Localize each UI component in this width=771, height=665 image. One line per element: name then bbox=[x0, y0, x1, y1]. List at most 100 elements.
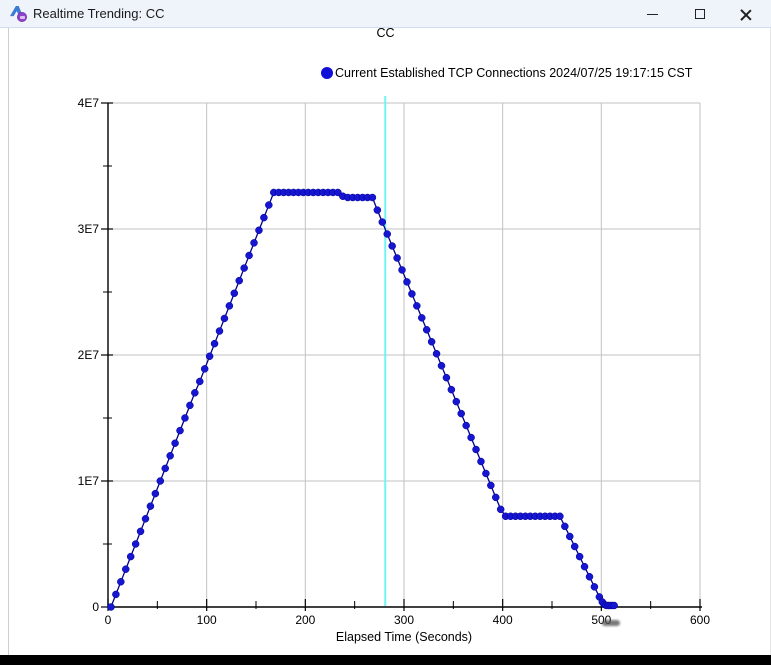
data-point bbox=[403, 278, 411, 286]
data-point bbox=[151, 489, 160, 498]
data-series bbox=[107, 188, 618, 611]
x-tick-label: 0 bbox=[105, 613, 112, 627]
data-point bbox=[215, 327, 224, 335]
data-point bbox=[393, 254, 401, 262]
data-point bbox=[141, 515, 150, 523]
data-point bbox=[556, 512, 564, 521]
data-point bbox=[161, 464, 169, 473]
data-point bbox=[408, 290, 416, 298]
y-tick-label: 3E7 bbox=[78, 222, 100, 236]
data-point bbox=[220, 314, 229, 323]
data-point bbox=[487, 481, 495, 490]
data-point bbox=[136, 527, 145, 536]
data-point bbox=[378, 218, 387, 226]
data-point bbox=[398, 266, 406, 274]
data-point bbox=[566, 532, 574, 541]
data-point bbox=[107, 603, 115, 611]
x-tick-label: 100 bbox=[197, 613, 217, 627]
data-point bbox=[457, 409, 465, 418]
legend-series-marker bbox=[321, 66, 333, 79]
data-point bbox=[240, 264, 248, 272]
data-point bbox=[477, 457, 485, 466]
chart-title: CC bbox=[376, 26, 395, 40]
maximize-icon bbox=[695, 9, 705, 19]
data-point bbox=[427, 338, 436, 346]
data-point bbox=[447, 385, 456, 394]
data-point bbox=[383, 230, 391, 238]
data-point bbox=[590, 583, 599, 591]
bottom-black-bar bbox=[0, 655, 771, 665]
x-tick-label: 600 bbox=[690, 613, 710, 627]
data-point bbox=[126, 552, 135, 561]
data-point bbox=[570, 542, 579, 551]
data-point bbox=[437, 361, 446, 370]
x-tick-label: 200 bbox=[295, 613, 315, 627]
data-point bbox=[117, 578, 125, 586]
data-point bbox=[373, 206, 382, 214]
data-point bbox=[250, 239, 258, 247]
data-point bbox=[496, 505, 505, 514]
y-tick-label: 1E7 bbox=[78, 474, 100, 488]
data-point bbox=[210, 339, 219, 348]
cursor-artifact bbox=[602, 620, 620, 626]
data-point bbox=[122, 565, 130, 573]
data-point bbox=[265, 201, 273, 209]
data-point bbox=[131, 540, 140, 548]
x-axis-title: Elapsed Time (Seconds) bbox=[335, 630, 473, 644]
data-point bbox=[260, 213, 268, 222]
y-tick-label: 0 bbox=[92, 600, 99, 614]
data-point bbox=[196, 377, 204, 386]
data-point bbox=[467, 433, 475, 442]
y-tick-label: 4E7 bbox=[78, 96, 100, 110]
grid-lines bbox=[108, 102, 701, 607]
x-tick-label: 300 bbox=[394, 613, 414, 627]
data-point bbox=[413, 302, 421, 310]
data-point bbox=[255, 226, 263, 235]
data-point bbox=[432, 349, 441, 358]
data-point bbox=[245, 251, 253, 260]
data-point bbox=[200, 365, 209, 373]
data-point bbox=[482, 469, 490, 478]
data-point bbox=[610, 601, 618, 610]
data-point bbox=[235, 276, 243, 285]
data-point bbox=[191, 389, 199, 397]
data-point bbox=[422, 326, 431, 334]
data-point bbox=[368, 193, 377, 202]
data-point bbox=[171, 439, 179, 447]
app-icon-orb bbox=[17, 12, 27, 22]
data-point bbox=[575, 552, 584, 561]
data-point bbox=[181, 414, 189, 422]
data-point bbox=[176, 426, 184, 435]
maximize-button[interactable] bbox=[684, 0, 716, 28]
data-point bbox=[230, 289, 239, 298]
data-point bbox=[205, 352, 214, 361]
legend-series-label: Current Established TCP Connections 2024… bbox=[335, 65, 693, 80]
data-point bbox=[452, 397, 461, 406]
data-point bbox=[186, 401, 194, 410]
data-point bbox=[112, 590, 120, 599]
window-title: Realtime Trending: CC bbox=[33, 6, 165, 21]
data-point bbox=[492, 493, 500, 502]
data-point bbox=[225, 302, 234, 310]
data-point bbox=[462, 421, 470, 430]
window-border-left bbox=[8, 28, 9, 655]
data-point bbox=[585, 573, 594, 581]
y-tick-label: 2E7 bbox=[78, 348, 100, 362]
data-point bbox=[166, 452, 174, 460]
app-icon[interactable] bbox=[10, 5, 27, 22]
data-point bbox=[418, 314, 426, 322]
data-point bbox=[472, 445, 480, 454]
window-titlebar: Realtime Trending: CC bbox=[0, 0, 771, 28]
data-point bbox=[334, 188, 342, 197]
data-point bbox=[442, 373, 451, 382]
data-point bbox=[561, 522, 569, 531]
minimize-button[interactable] bbox=[636, 0, 668, 28]
minimize-icon bbox=[646, 13, 658, 15]
data-point bbox=[146, 502, 155, 510]
x-tick-label: 400 bbox=[493, 613, 513, 627]
data-point bbox=[156, 477, 165, 485]
data-point bbox=[388, 242, 396, 250]
